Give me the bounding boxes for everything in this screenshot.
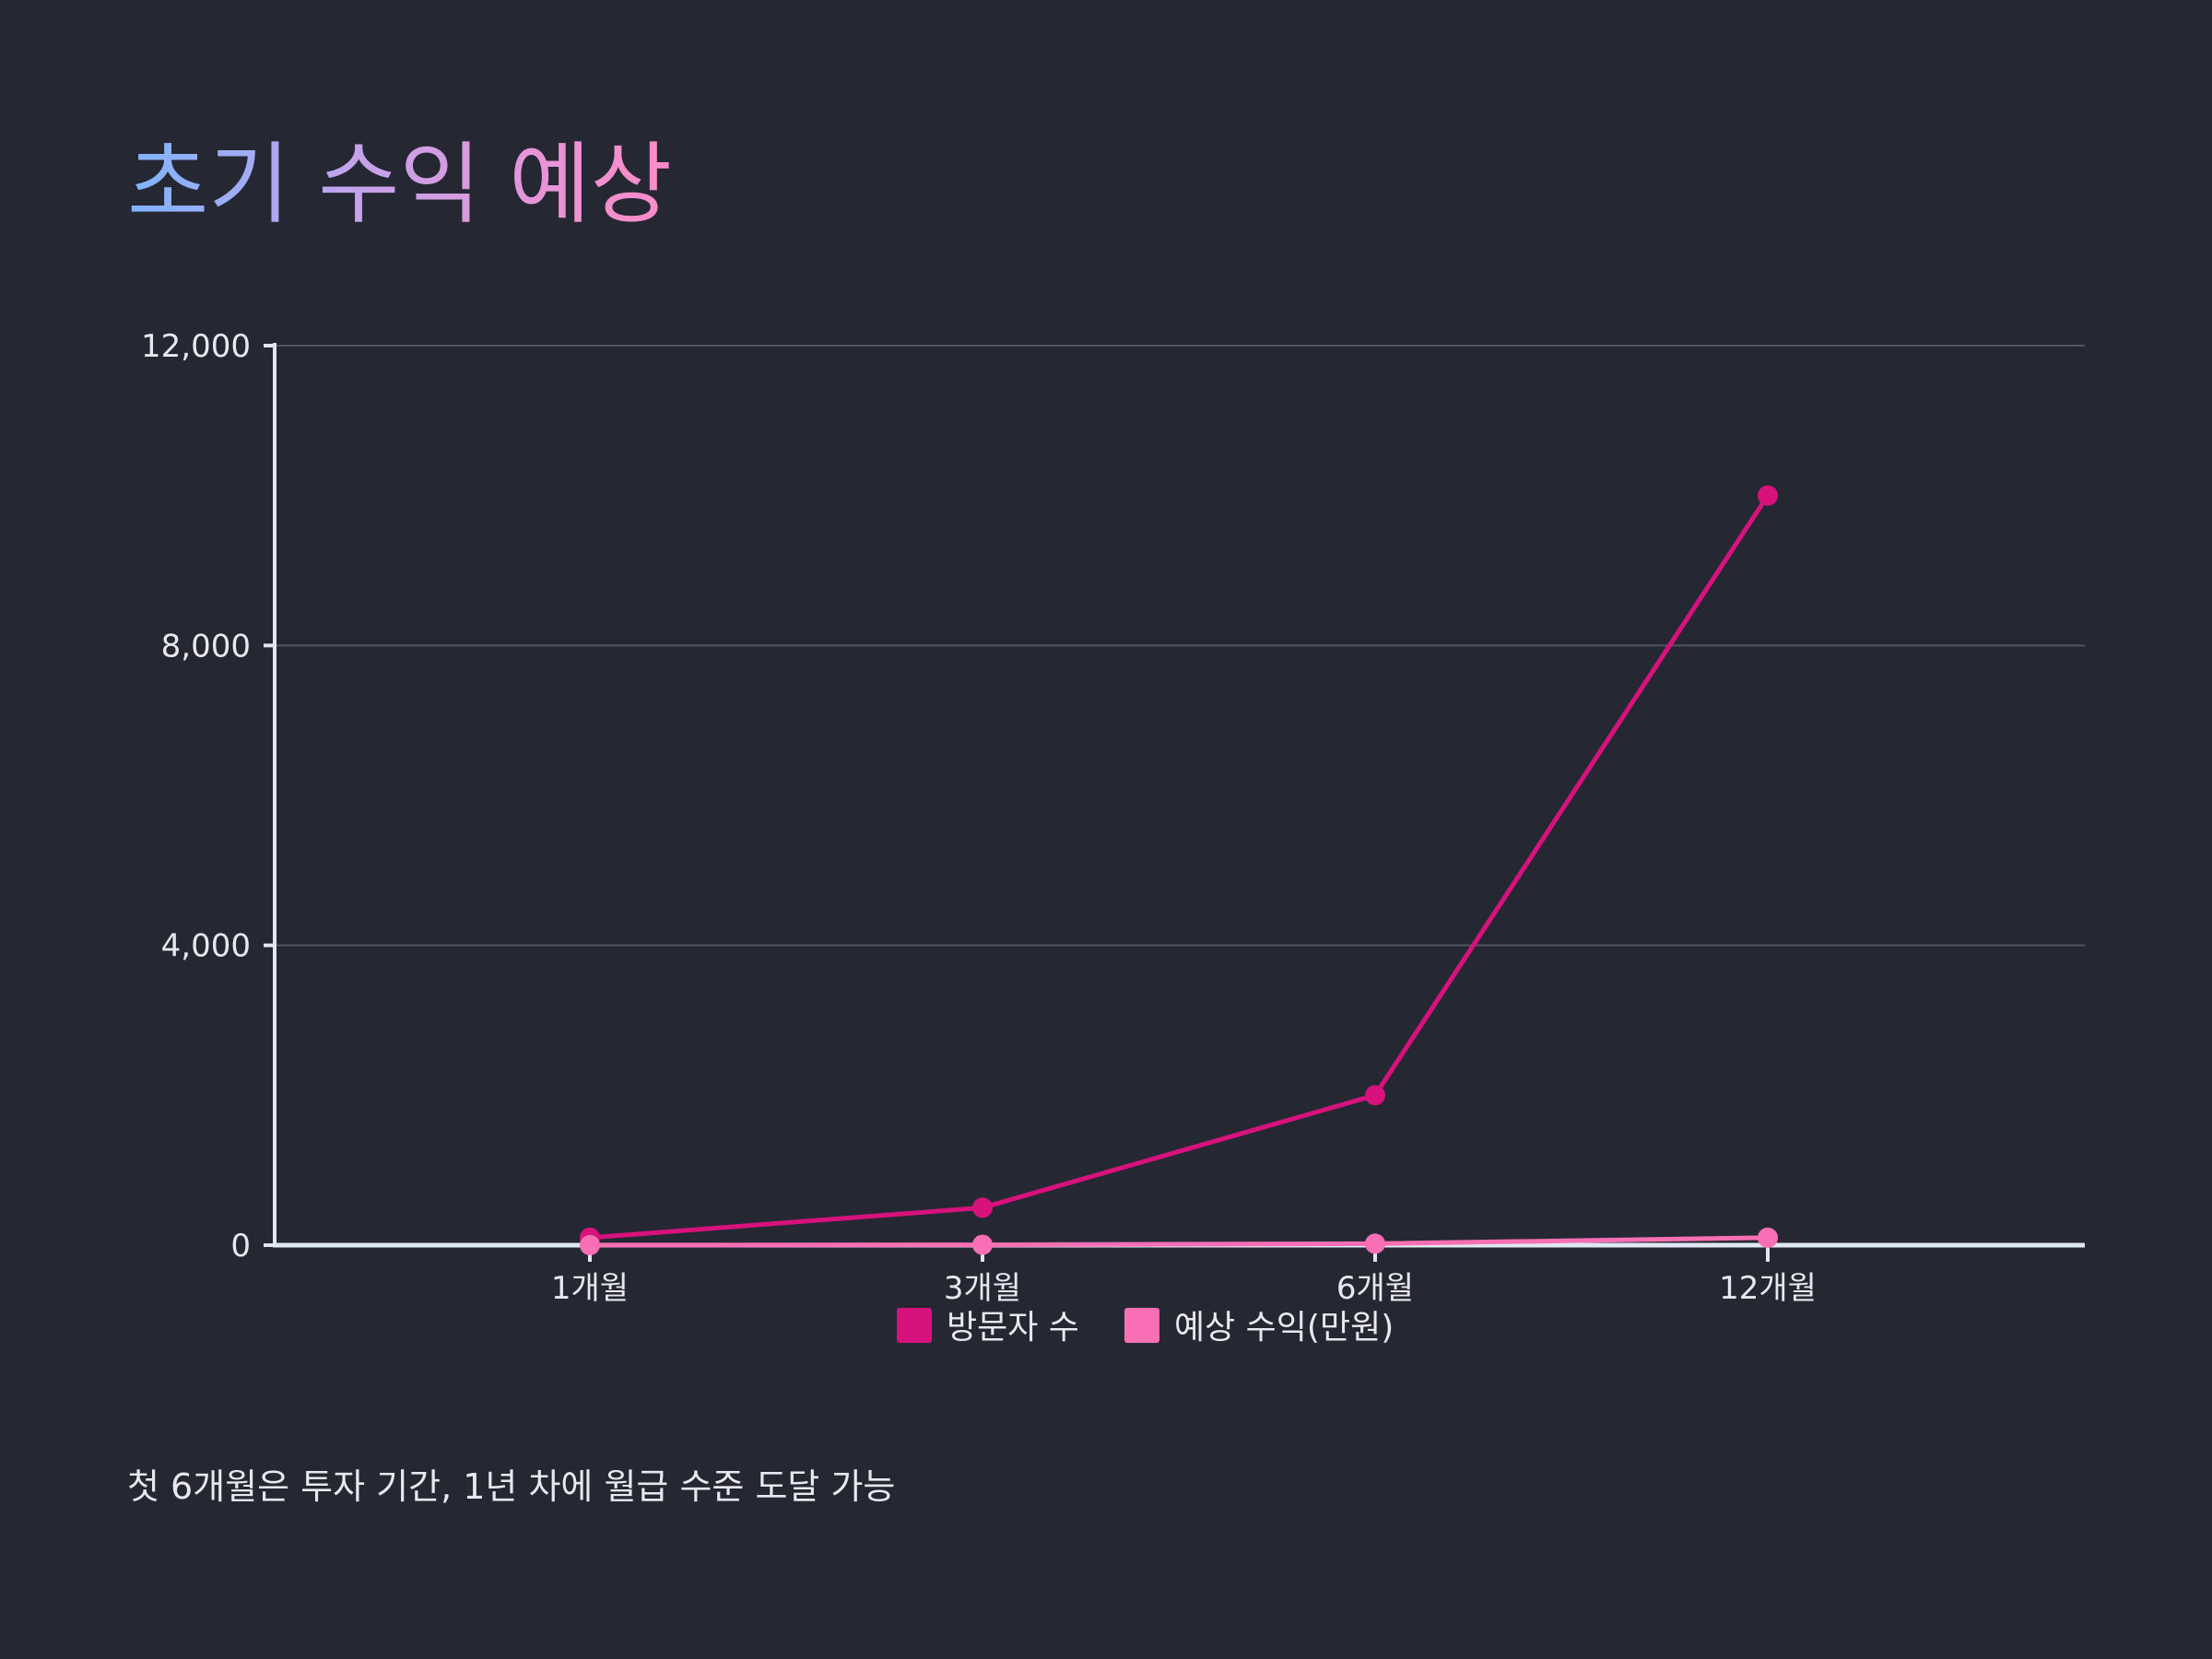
y-tick-label: 4,000 bbox=[161, 928, 251, 965]
y-tick-label: 8,000 bbox=[161, 628, 251, 665]
x-tick-label: 6개월 bbox=[1336, 1270, 1414, 1307]
axes bbox=[273, 343, 2085, 1248]
legend-swatch bbox=[897, 1308, 932, 1343]
x-tick-label: 12개월 bbox=[1719, 1270, 1817, 1307]
data-point bbox=[972, 1234, 993, 1255]
y-tick-label: 0 bbox=[230, 1228, 251, 1265]
data-point bbox=[1758, 1227, 1778, 1248]
legend: 방문자 수 예상 수익(만원) bbox=[897, 1308, 1394, 1347]
legend-label: 예상 수익(만원) bbox=[1174, 1309, 1394, 1347]
series-line bbox=[589, 494, 1771, 1241]
legend-swatch bbox=[1124, 1308, 1159, 1343]
x-tick-label: 1개월 bbox=[551, 1270, 629, 1307]
legend-label: 방문자 수 bbox=[947, 1309, 1079, 1347]
series bbox=[580, 485, 1778, 1255]
footnote: 첫 6개월은 투자 기간, 1년 차에 월급 수준 도달 가능 bbox=[127, 1466, 896, 1507]
slide-title: 초기 수익 예상 bbox=[127, 133, 672, 236]
series-line bbox=[589, 1235, 1769, 1248]
data-point bbox=[1758, 485, 1778, 506]
x-axis-ticks: 1개월 3개월 6개월 12개월 bbox=[551, 1245, 1817, 1307]
data-point bbox=[1365, 1233, 1385, 1254]
grid-lines bbox=[275, 345, 2085, 947]
series-1 bbox=[580, 485, 1778, 1248]
series-2 bbox=[580, 1227, 1778, 1255]
data-point bbox=[1365, 1085, 1385, 1106]
data-point bbox=[580, 1234, 600, 1255]
data-point bbox=[972, 1197, 993, 1218]
y-axis-ticks: 0 4,000 8,000 12,000 bbox=[141, 328, 275, 1265]
x-tick-label: 3개월 bbox=[944, 1270, 1021, 1307]
y-tick-label: 12,000 bbox=[141, 328, 251, 365]
